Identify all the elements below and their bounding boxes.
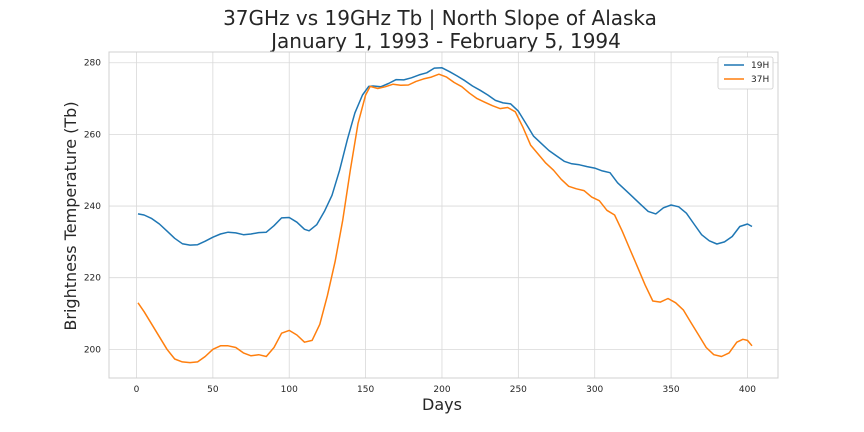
legend-label-37h: 37H [751,75,769,85]
x-tick-label: 100 [281,385,298,395]
x-axis-label: Days [422,395,462,414]
plot-frame [108,51,779,379]
chart-title: 37GHz vs 19GHz Tb | North Slope of Alask… [223,6,657,30]
x-tick-label: 300 [586,385,603,395]
x-tick-label: 50 [207,385,219,395]
y-axis-label: Brightness Temperature (Tb) [61,101,80,330]
series-line-37h [137,73,753,364]
y-tick-label: 200 [84,345,101,355]
y-tick-label: 240 [84,202,101,212]
y-tick-label: 280 [84,59,101,69]
series-lines [137,67,753,364]
chart-subtitle: January 1, 1993 - February 5, 1994 [269,29,621,53]
x-tick-label: 200 [433,385,450,395]
x-tick-label: 350 [662,385,679,395]
x-tick-label: 0 [134,385,140,395]
grid [109,52,778,378]
y-tick-label: 260 [84,130,101,140]
x-tick-label: 150 [357,385,374,395]
legend-label-19h: 19H [751,61,769,71]
legend: 19H 37H [717,56,774,90]
y-tick-label: 220 [84,274,101,284]
x-tick-label: 400 [739,385,756,395]
x-tick-label: 250 [510,385,527,395]
series-line-19h [137,67,753,246]
tick-labels: 0 50 100 150 200 250 300 350 400 200 220 240 260 280 [84,59,756,395]
